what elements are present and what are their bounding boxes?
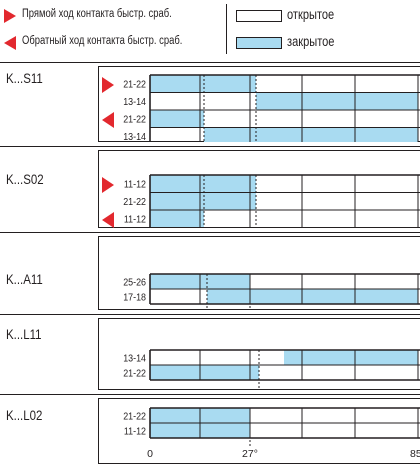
contact-label: 21-22 — [123, 114, 146, 126]
contact-label: 13-14 — [123, 132, 146, 142]
contact-label: 17-18 — [123, 292, 146, 304]
contact-label: 11-12 — [124, 426, 146, 438]
contact-label: 21-22 — [123, 368, 146, 380]
contact-label: 13-14 — [123, 97, 146, 109]
open-swatch — [236, 10, 282, 22]
panel-divider — [0, 314, 420, 315]
forward-arrow-icon — [102, 177, 114, 193]
legend-forward-label: Прямой ход контакта быстр. сраб. — [22, 8, 172, 20]
reverse-arrow-icon — [102, 212, 114, 228]
closed-segment — [150, 75, 256, 93]
tick-label: 85° — [410, 448, 420, 460]
panel-label: K...L02 — [6, 408, 43, 423]
panel-label: K...S11 — [6, 71, 43, 86]
panel-label: K...A11 — [6, 272, 43, 287]
contact-chart: 21-22 11-120 27° 85° — [123, 407, 420, 460]
tick-label: 0 — [147, 448, 153, 460]
closed-segment — [150, 365, 259, 380]
contact-label: 25-26 — [123, 277, 146, 289]
panel-divider — [0, 146, 420, 147]
chart-frame — [98, 398, 420, 464]
contact-label: 21-22 — [123, 411, 146, 423]
legend-closed-label: закрытое — [287, 34, 335, 49]
legend-reverse-label: Обратный ход контакта быстр. сраб. — [22, 35, 183, 47]
contact-label: 11-12 — [124, 214, 146, 226]
closed-segment — [150, 192, 256, 210]
reverse-arrow-icon — [4, 36, 16, 50]
legend: Прямой ход контакта быстр. сраб. Обратны… — [0, 0, 420, 62]
panel-divider — [0, 394, 420, 395]
forward-arrow-icon — [4, 9, 16, 23]
chart-frame — [98, 236, 420, 310]
closed-segment — [150, 110, 204, 128]
panel-label: K...L11 — [6, 327, 42, 342]
diagram-panel: K...L02 21-22 11-120 27° 85° — [0, 394, 420, 468]
contact-label: 21-22 — [123, 197, 146, 209]
contact-label: 21-22 — [123, 79, 146, 91]
closed-swatch — [236, 37, 282, 49]
closed-segment — [284, 350, 418, 365]
reverse-arrow-icon — [102, 112, 114, 128]
closed-segment — [150, 175, 256, 193]
closed-segment — [207, 289, 418, 304]
legend-divider — [226, 4, 227, 54]
panel-divider — [0, 232, 420, 233]
closed-segment — [150, 210, 204, 228]
panel-divider — [0, 62, 420, 63]
legend-open-label: открытое — [287, 7, 335, 22]
tick-label: 27° — [242, 448, 258, 460]
panel-label: K...S02 — [6, 172, 44, 187]
contact-label: 11-12 — [124, 179, 146, 191]
contact-label: 13-14 — [123, 353, 146, 365]
closed-segment — [204, 127, 418, 142]
forward-arrow-icon — [102, 77, 114, 93]
closed-segment — [256, 92, 418, 110]
chart-frame — [98, 318, 420, 390]
